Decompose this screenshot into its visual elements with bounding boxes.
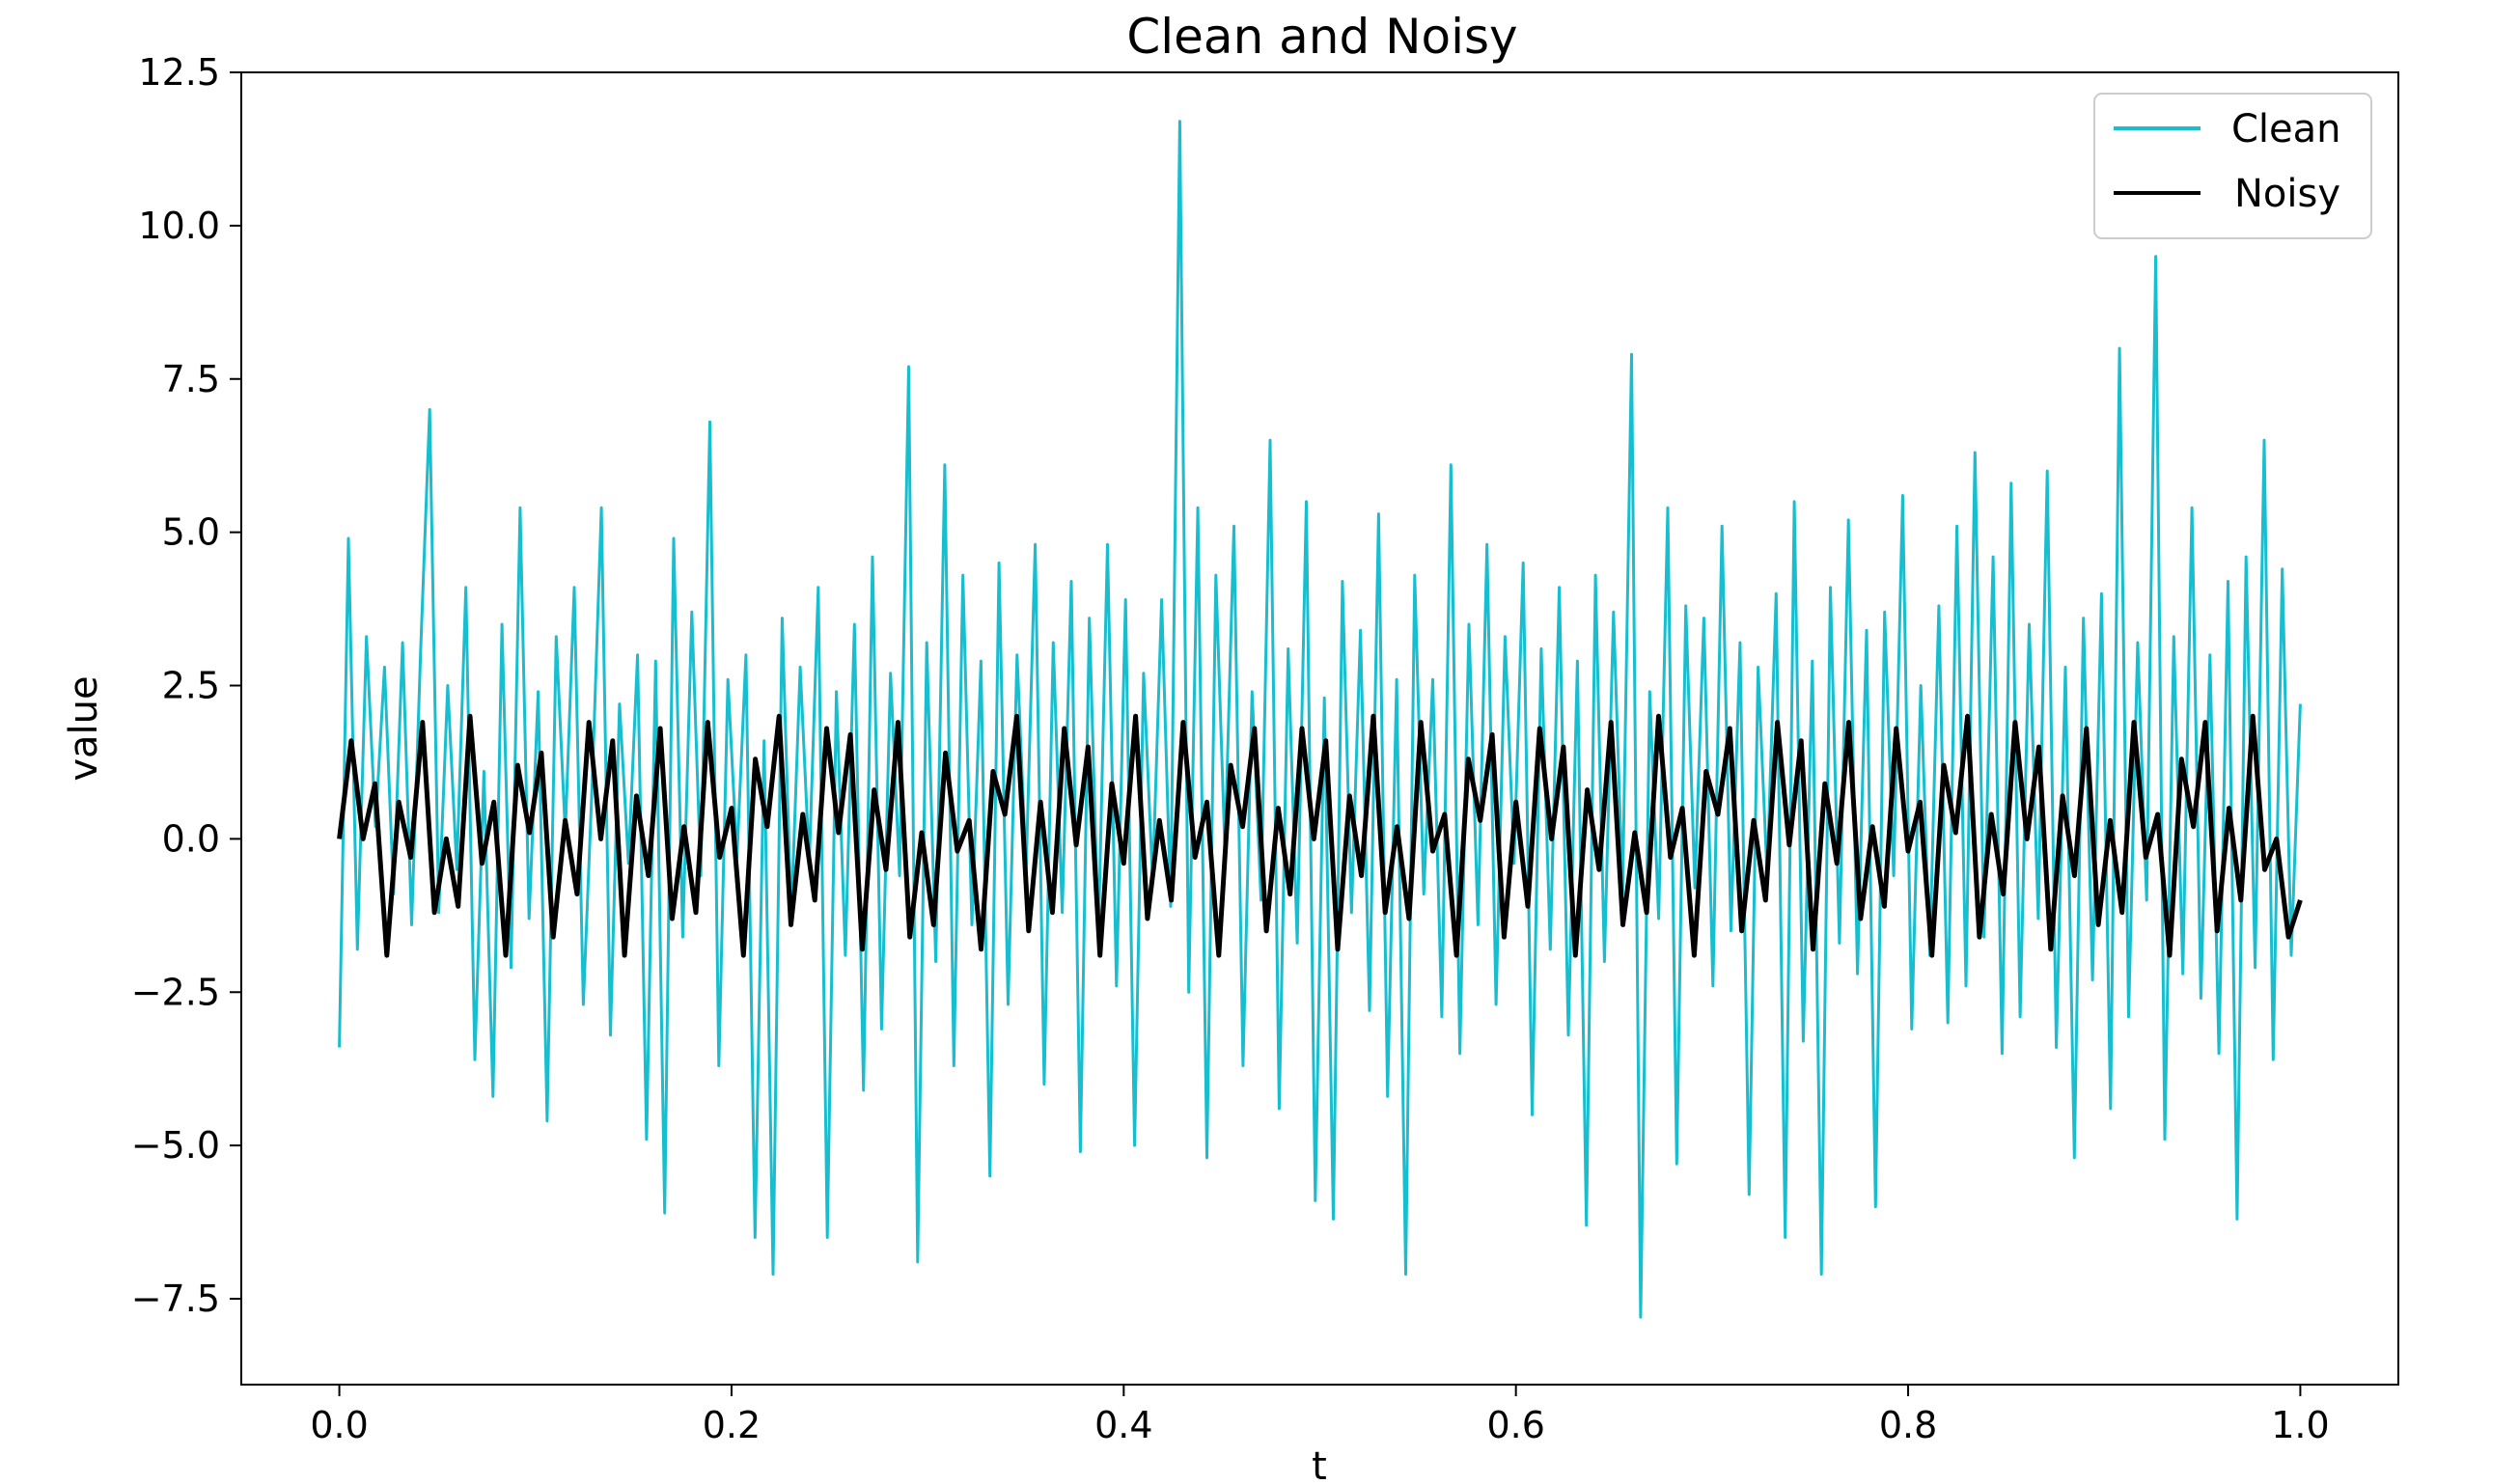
series-line-noisy	[337, 713, 2303, 958]
x-tick-label: 0.6	[1486, 1404, 1544, 1446]
y-tick-label: −2.5	[131, 971, 220, 1013]
x-tick-label: 0.8	[1879, 1404, 1937, 1446]
plot-frame	[240, 71, 2399, 1386]
series-line-clean	[338, 120, 2302, 1319]
y-axis-label: value	[62, 675, 106, 781]
y-axis: −7.5 −5.0 −2.5 0.0 2.5 5.0 7.5 10.0 12.5	[131, 51, 241, 1320]
x-axis-label: t	[1312, 1444, 1327, 1484]
y-tick-label: 7.5	[162, 358, 220, 400]
y-tick-label: 0.0	[162, 817, 220, 860]
y-tick-label: 10.0	[138, 205, 220, 247]
y-tick-label: 12.5	[138, 51, 220, 94]
legend-label-clean: Clean	[2231, 107, 2341, 151]
x-tick-label: 0.4	[1094, 1404, 1152, 1446]
y-tick-label: 2.5	[162, 665, 220, 707]
y-tick-label: −7.5	[131, 1278, 220, 1320]
x-tick-label: 0.0	[310, 1404, 368, 1446]
legend: Clean Noisy	[2093, 93, 2372, 239]
x-tick-label: 0.2	[703, 1404, 761, 1446]
y-tick-label: 5.0	[162, 511, 220, 554]
legend-label-noisy: Noisy	[2234, 172, 2340, 216]
chart-title: Clean and Noisy	[1126, 9, 1517, 65]
y-tick-label: −5.0	[131, 1124, 220, 1167]
x-axis: 0.0 0.2 0.4 0.6 0.8 1.0	[310, 1385, 2330, 1446]
x-tick-label: 1.0	[2271, 1404, 2329, 1446]
series-layer	[337, 120, 2303, 1319]
